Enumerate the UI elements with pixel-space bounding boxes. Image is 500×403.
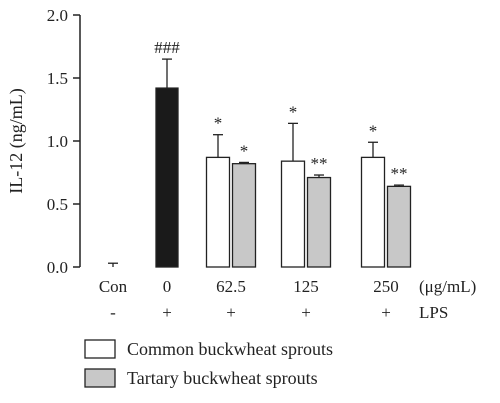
lps-label: LPS bbox=[419, 303, 448, 322]
x-tick-label-62.5: 62.5 bbox=[216, 277, 246, 296]
bar-250-series-0 bbox=[360, 156, 386, 268]
legend-swatch-series-1 bbox=[84, 368, 116, 388]
significance-label: * bbox=[289, 102, 298, 121]
lps-sign-0: + bbox=[162, 303, 172, 322]
y-tick-label: 1.5 bbox=[47, 69, 68, 88]
legend-swatch-series-0 bbox=[84, 339, 116, 359]
y-tick-label: 2.0 bbox=[47, 6, 68, 25]
bar-62.5-series-0 bbox=[205, 156, 231, 268]
y-tick-label: 0.5 bbox=[47, 195, 68, 214]
lps-sign-125: + bbox=[301, 303, 311, 322]
x-tick-label-250: 250 bbox=[373, 277, 399, 296]
x-tick-label-125: 125 bbox=[293, 277, 319, 296]
significance-label: * bbox=[369, 121, 378, 140]
significance-label: * bbox=[214, 114, 223, 133]
significance-label: ### bbox=[154, 38, 180, 57]
bar-125-series-1 bbox=[306, 176, 332, 268]
y-tick-label: 1.0 bbox=[47, 132, 68, 151]
lps-sign-250: + bbox=[381, 303, 391, 322]
significance-label: ** bbox=[311, 154, 328, 173]
legend-label-series-1: Tartary buckwheat sprouts bbox=[127, 368, 318, 388]
x-tick-label-0: 0 bbox=[163, 277, 172, 296]
legend-label-series-0: Common buckwheat sprouts bbox=[127, 339, 333, 359]
lps-sign-62.5: + bbox=[226, 303, 236, 322]
y-tick-label: 0.0 bbox=[47, 258, 68, 277]
bar-125-series-0 bbox=[280, 160, 306, 268]
lps-sign-Con: - bbox=[110, 303, 116, 322]
x-tick-label-Con: Con bbox=[99, 277, 128, 296]
y-axis-title: IL-12 (ng/mL) bbox=[6, 88, 27, 193]
bar-0-series-0 bbox=[155, 87, 179, 268]
significance-label: * bbox=[240, 141, 249, 160]
x-unit-label: (μg/mL) bbox=[419, 277, 476, 296]
bar-250-series-1 bbox=[386, 185, 412, 268]
bar-62.5-series-1 bbox=[231, 163, 257, 268]
significance-label: ** bbox=[391, 164, 408, 183]
